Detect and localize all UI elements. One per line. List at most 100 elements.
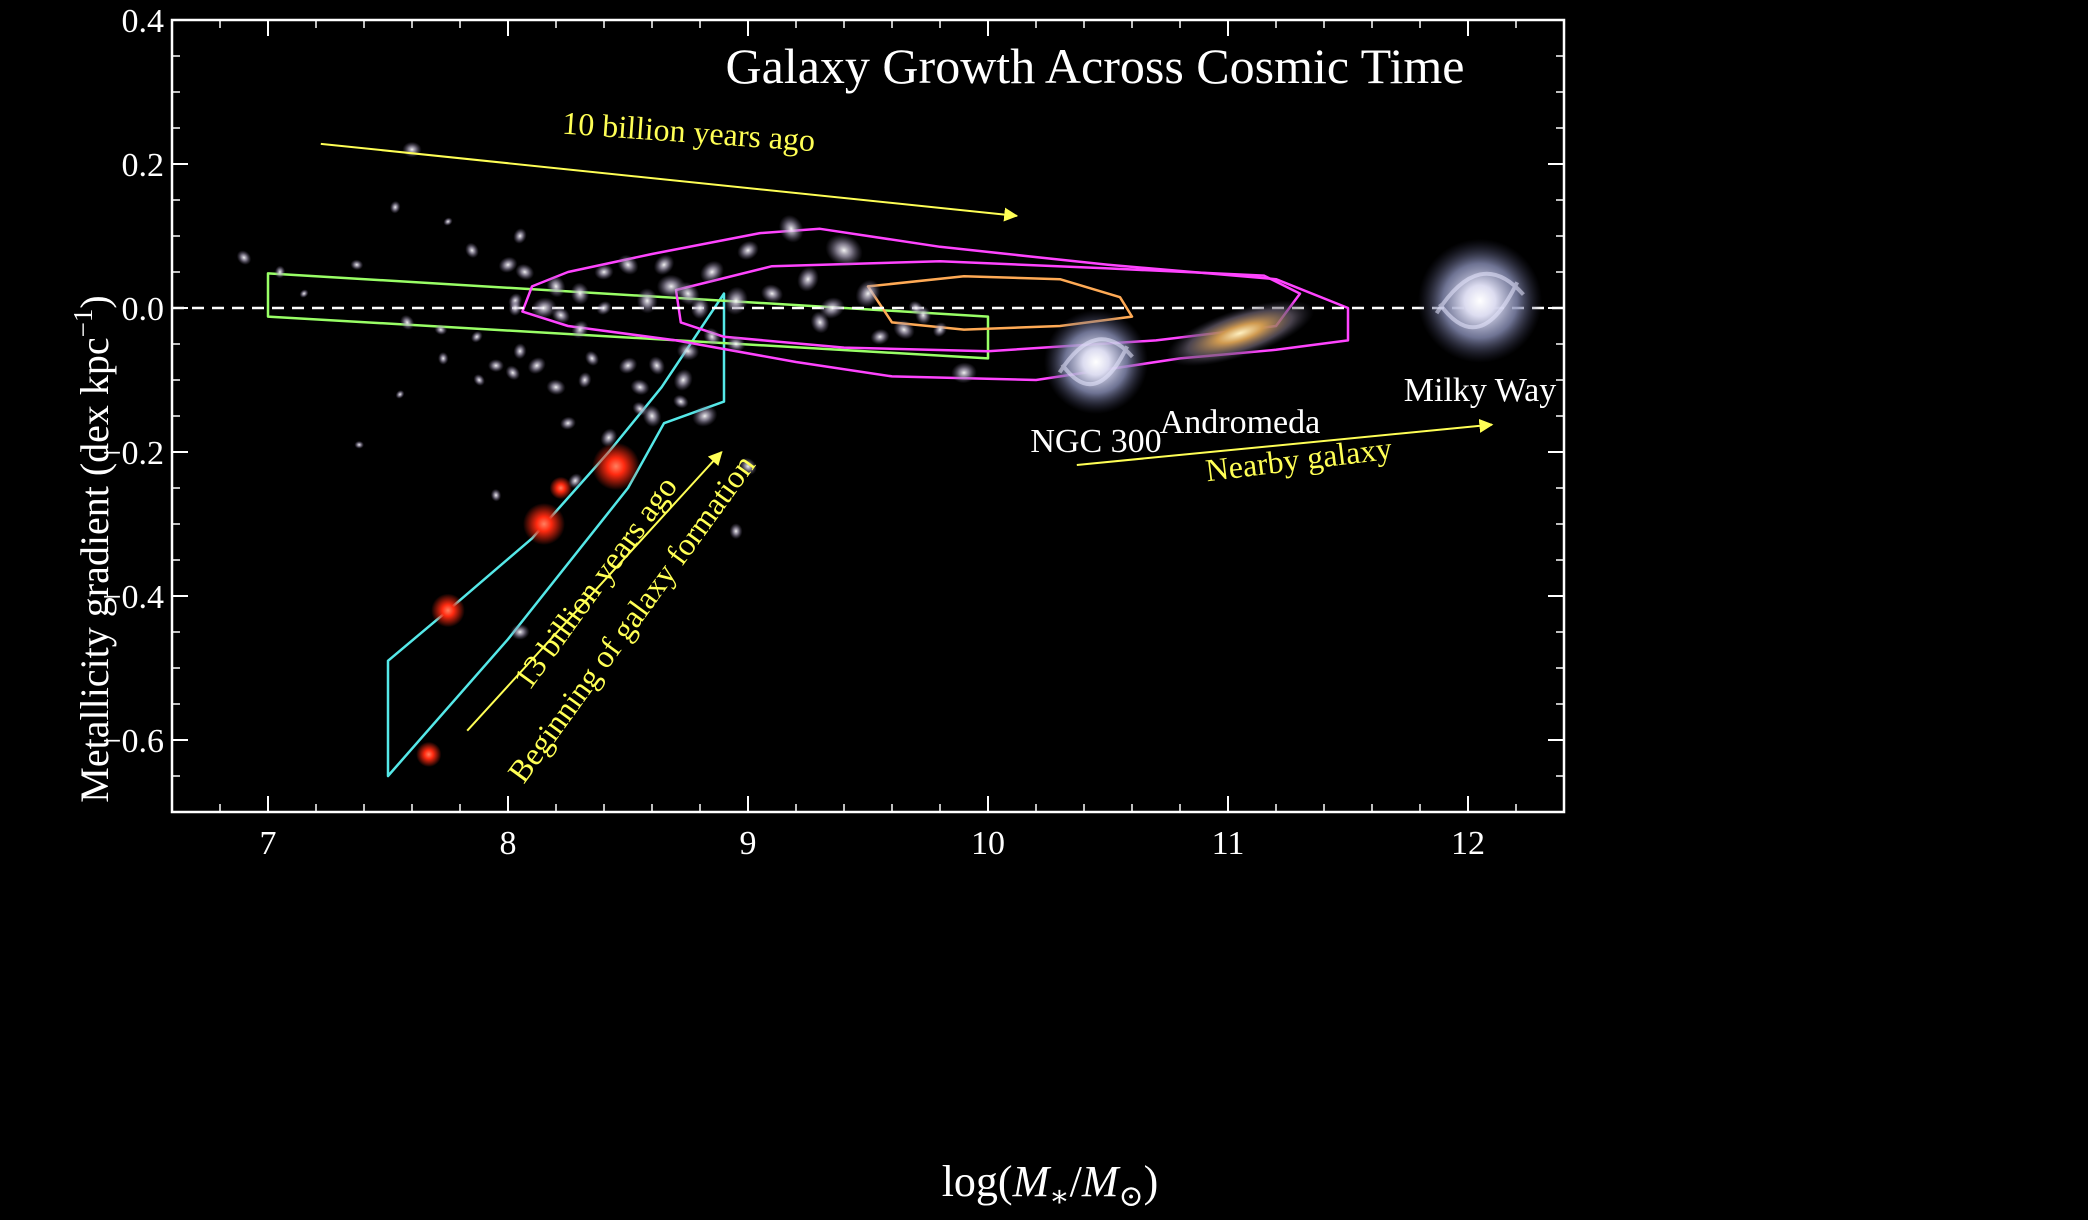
red-galaxy-point — [431, 593, 465, 628]
field-galaxy-point — [596, 300, 612, 316]
y-label-close: ) — [72, 295, 117, 308]
y-tick-label: −0.4 — [102, 579, 164, 616]
field-galaxy-point — [389, 200, 401, 214]
reference-galaxy-label: Andromeda — [1160, 404, 1321, 441]
x-tick-label: 9 — [740, 825, 757, 862]
field-galaxy-point — [513, 343, 527, 360]
field-galaxy-point — [508, 300, 522, 316]
field-galaxy-point — [737, 240, 759, 261]
field-galaxy-point — [760, 284, 784, 303]
field-galaxies-layer — [236, 141, 977, 640]
field-galaxy-point — [692, 405, 718, 427]
field-galaxy-point — [570, 282, 590, 305]
reference-galaxy-label: NGC 300 — [1030, 423, 1161, 460]
field-galaxy-point — [236, 250, 252, 265]
field-galaxy-point — [470, 330, 483, 343]
x-tick-label: 10 — [971, 825, 1005, 862]
y-tick-label: 0.2 — [122, 147, 165, 184]
field-galaxy-point — [350, 259, 364, 271]
field-galaxy-point — [810, 311, 830, 334]
field-galaxy-point — [870, 328, 890, 345]
red-galaxy-point — [549, 476, 572, 500]
x-tick-label: 8 — [500, 825, 517, 862]
field-galaxy-point — [274, 265, 286, 279]
field-galaxy-point — [618, 357, 638, 374]
y-tick-label: −0.6 — [102, 723, 164, 760]
reference-galaxy-image — [1165, 300, 1315, 366]
reference-galaxy-image — [1418, 238, 1542, 363]
field-galaxy-point — [797, 266, 819, 292]
y-axis-label: Metallicity gradient (dex kpc−1) — [68, 295, 117, 802]
red-galaxy-point — [592, 442, 640, 491]
field-galaxy-point — [434, 324, 448, 335]
field-galaxy-point — [546, 379, 566, 396]
x-label-sun-sub: ⊙ — [1119, 1180, 1144, 1213]
x-axis-label: log(M∗/M⊙) — [942, 1157, 1159, 1213]
ticks-layer: 7 8 9 10 11 12 −0.6 −0.4 −0.2 0.0 0.2 0.4 — [102, 3, 1565, 862]
x-label-sep: / — [1070, 1157, 1083, 1206]
annotation-arrow — [466, 450, 723, 732]
field-galaxy-point — [443, 217, 453, 226]
field-galaxy-point — [893, 319, 915, 340]
field-galaxy-point — [932, 322, 948, 338]
field-galaxy-point — [700, 260, 724, 284]
reference-galaxy-arms — [1057, 337, 1134, 387]
field-galaxy-point — [630, 379, 650, 396]
field-galaxy-point — [600, 428, 618, 447]
field-galaxy-point — [465, 242, 479, 259]
red-galaxy-point — [523, 503, 565, 545]
x-tick-label: 12 — [1451, 825, 1485, 862]
field-galaxy-point — [510, 624, 530, 640]
x-tick-label: 11 — [1212, 825, 1245, 862]
field-galaxy-point — [395, 390, 405, 399]
red-galaxy-point — [416, 741, 442, 768]
magenta-contour — [521, 227, 1350, 382]
y-label-sup: −1 — [68, 309, 98, 338]
field-galaxy-point — [551, 306, 570, 324]
field-galaxy-point — [571, 320, 589, 339]
chart-title: Galaxy Growth Across Cosmic Time — [726, 38, 1465, 94]
field-galaxy-point — [703, 327, 721, 346]
field-galaxy-point — [778, 214, 804, 243]
field-galaxy-point — [690, 296, 710, 320]
field-galaxy-point — [488, 359, 504, 373]
field-galaxy-point — [908, 300, 924, 316]
field-galaxy-point — [527, 357, 546, 375]
x-label-mass-sun: M — [1081, 1157, 1121, 1206]
field-galaxy-point — [951, 362, 977, 384]
field-galaxy-point — [594, 264, 614, 280]
field-galaxy-point — [739, 457, 757, 476]
field-galaxy-point — [673, 394, 689, 409]
field-galaxy-point — [726, 336, 746, 352]
field-galaxy-point — [729, 523, 743, 540]
field-galaxy-point — [354, 440, 364, 449]
field-galaxy-point — [724, 286, 748, 316]
reference-galaxy-arms — [1434, 271, 1525, 330]
x-label-close: ) — [1144, 1157, 1159, 1206]
reference-galaxy-image — [1044, 310, 1148, 414]
field-galaxy-point — [560, 416, 576, 430]
annotation-arrow — [1076, 418, 1494, 466]
field-galaxy-point — [490, 488, 502, 502]
field-galaxy-point — [676, 281, 700, 306]
reference-galaxy-label: Milky Way — [1404, 372, 1556, 409]
green-region — [266, 272, 990, 360]
cyan-region — [386, 292, 726, 778]
x-label-star-sub: ∗ — [1049, 1180, 1069, 1213]
field-galaxy-point — [568, 473, 583, 489]
field-galaxy-point — [513, 228, 527, 244]
field-galaxy-point — [437, 352, 449, 365]
x-label-mass: M — [1012, 1157, 1052, 1206]
x-tick-label: 7 — [260, 825, 277, 862]
field-galaxy-point — [855, 279, 881, 308]
red-galaxies-layer — [416, 442, 640, 768]
y-tick-label: 0.4 — [122, 3, 165, 40]
field-galaxy-point — [299, 289, 309, 298]
orange-contour — [866, 275, 1134, 331]
field-galaxy-point — [402, 141, 422, 158]
y-tick-label: −0.2 — [102, 435, 164, 472]
field-galaxy-point — [473, 374, 485, 386]
field-galaxy-point — [825, 234, 863, 267]
